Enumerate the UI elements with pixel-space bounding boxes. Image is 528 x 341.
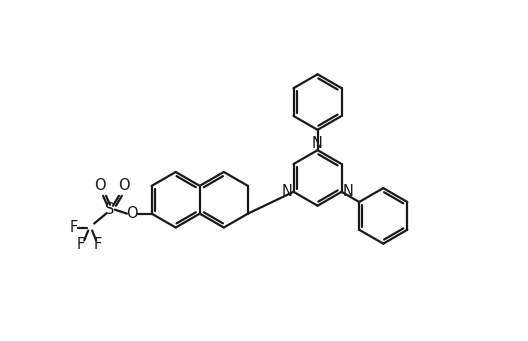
Text: O: O: [118, 178, 130, 193]
Text: F: F: [76, 237, 84, 252]
Text: F: F: [94, 237, 102, 252]
Text: N: N: [343, 184, 354, 199]
Text: O: O: [95, 178, 106, 193]
Text: S: S: [105, 202, 115, 217]
Text: O: O: [126, 206, 138, 221]
Text: N: N: [281, 184, 292, 199]
Text: F: F: [69, 220, 78, 235]
Text: N: N: [312, 136, 323, 151]
